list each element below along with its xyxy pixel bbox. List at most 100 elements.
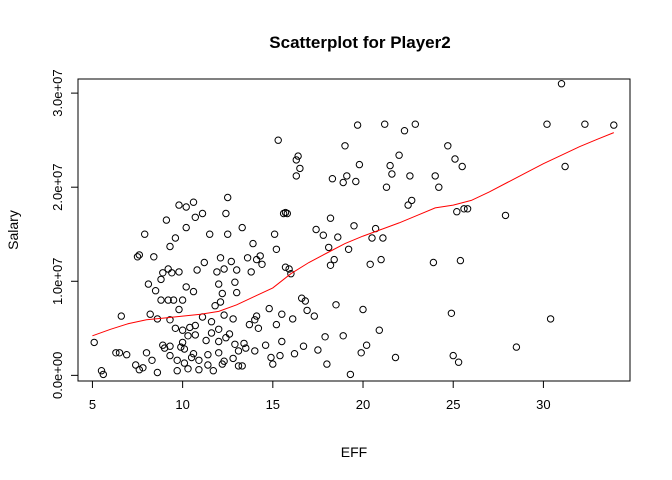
- data-point: [460, 205, 468, 213]
- data-point: [411, 120, 419, 128]
- x-tick-label: 30: [536, 397, 550, 412]
- data-point: [290, 350, 299, 358]
- data-point: [267, 353, 275, 362]
- data-point: [350, 222, 358, 230]
- data-point: [177, 343, 185, 351]
- data-point: [408, 196, 416, 205]
- data-point: [581, 120, 589, 128]
- data-point: [546, 315, 555, 323]
- data-point: [202, 336, 210, 345]
- data-point: [224, 193, 232, 202]
- data-point: [139, 364, 147, 372]
- data-point: [249, 239, 257, 248]
- data-point: [359, 305, 367, 314]
- data-point: [215, 325, 223, 333]
- data-point: [151, 287, 160, 295]
- data-point: [191, 213, 200, 222]
- data-point: [135, 366, 144, 374]
- data-point: [229, 315, 237, 323]
- data-point: [141, 230, 149, 238]
- x-tick-label: 20: [356, 397, 370, 412]
- data-point: [270, 230, 279, 238]
- data-point: [272, 320, 281, 329]
- data-point: [610, 121, 618, 129]
- y-tick-label: 3.0e+07: [50, 69, 65, 116]
- data-point: [133, 253, 142, 261]
- data-point: [449, 351, 457, 360]
- data-point: [375, 326, 383, 334]
- y-tick-label: 0.0e+00: [50, 352, 65, 399]
- data-point: [182, 283, 190, 291]
- data-point: [281, 263, 290, 271]
- data-point: [292, 156, 300, 164]
- data-point: [164, 265, 172, 273]
- data-point: [292, 172, 300, 180]
- data-point: [175, 201, 183, 209]
- data-point: [339, 178, 347, 187]
- data-point: [451, 155, 459, 163]
- data-point: [218, 289, 227, 298]
- data-point: [332, 301, 340, 309]
- data-point: [115, 349, 124, 357]
- data-point: [406, 172, 414, 180]
- smoothed-trend-line: [92, 132, 614, 337]
- data-point: [252, 312, 261, 320]
- data-point: [254, 324, 263, 332]
- data-point: [458, 162, 466, 171]
- data-point: [135, 251, 144, 259]
- data-point: [173, 367, 181, 375]
- data-point: [231, 340, 239, 348]
- data-point: [215, 280, 223, 288]
- data-point: [379, 234, 387, 242]
- data-point: [191, 331, 200, 339]
- data-point: [182, 203, 190, 211]
- data-point: [142, 349, 151, 357]
- data-point: [454, 358, 463, 366]
- data-point: [182, 223, 190, 232]
- data-point: [211, 302, 219, 310]
- data-point: [200, 258, 209, 267]
- data-point: [157, 296, 165, 304]
- data-point: [278, 310, 286, 318]
- data-point: [234, 362, 243, 370]
- data-point: [227, 257, 236, 266]
- data-point: [252, 255, 261, 264]
- data-point: [178, 326, 187, 334]
- data-point: [326, 214, 335, 222]
- data-point: [326, 261, 335, 269]
- data-point: [99, 370, 108, 379]
- data-point: [166, 342, 174, 350]
- data-point: [220, 265, 228, 273]
- data-point: [283, 209, 291, 218]
- data-point: [184, 332, 192, 340]
- data-point: [561, 162, 569, 171]
- data-point: [310, 312, 318, 320]
- data-point: [368, 234, 376, 242]
- data-point: [243, 254, 252, 262]
- data-point: [222, 334, 230, 342]
- data-point: [296, 164, 304, 173]
- data-point: [431, 172, 439, 180]
- data-point: [132, 361, 140, 369]
- data-point: [355, 160, 364, 169]
- data-point: [453, 208, 461, 216]
- data-point: [447, 309, 456, 317]
- data-point: [261, 341, 270, 349]
- data-point: [220, 311, 228, 319]
- y-tick-label: 2.0e+07: [50, 164, 65, 211]
- data-point: [168, 269, 176, 277]
- data-point: [216, 298, 225, 306]
- y-tick-label: 1.0e+07: [50, 258, 65, 305]
- x-axis-label: EFF: [341, 444, 367, 460]
- data-point: [285, 265, 293, 273]
- data-point: [245, 320, 254, 329]
- data-point: [148, 356, 156, 364]
- data-point: [238, 362, 246, 370]
- data-point: [123, 351, 131, 359]
- data-point: [444, 142, 452, 150]
- data-point: [238, 223, 246, 232]
- data-point: [171, 324, 180, 332]
- data-point: [220, 357, 228, 365]
- data-point: [233, 266, 241, 274]
- data-point: [289, 315, 297, 323]
